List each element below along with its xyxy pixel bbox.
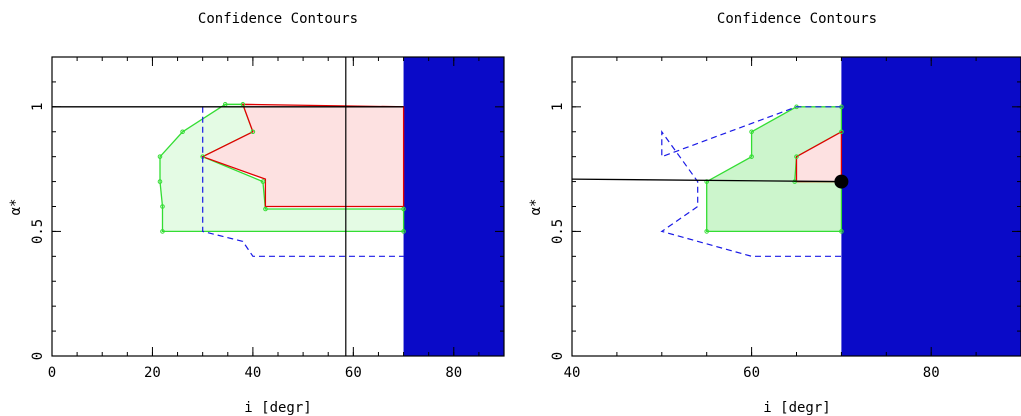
x-tick-label: 60 <box>743 365 760 381</box>
green-contour-point <box>160 229 165 234</box>
y-tick-label: 0.5 <box>550 219 566 244</box>
x-axis-label: i [degr] <box>244 400 311 416</box>
x-tick-label: 0 <box>48 365 56 381</box>
green-contour-point <box>263 206 268 212</box>
x-tick-label: 20 <box>144 365 161 381</box>
green-contour-point <box>222 102 228 107</box>
y-tick-label: 0 <box>30 352 46 360</box>
x-tick-label: 80 <box>445 365 462 381</box>
chart-title: Confidence Contours <box>717 11 877 27</box>
chart-panel-right: Confidence Contours i [degr] α* 40 60 80 0 0… <box>528 11 1021 416</box>
green-contour-point <box>240 102 246 107</box>
excluded-region <box>841 57 1021 356</box>
x-tick-label: 40 <box>564 365 581 381</box>
green-contour-point <box>704 229 710 234</box>
green-contour-point <box>160 204 165 209</box>
y-axis-label: α* <box>8 199 24 216</box>
green-contour-point <box>157 154 163 159</box>
green-confidence-region <box>706 106 843 233</box>
x-tick-label: 40 <box>244 365 261 381</box>
green-contour-point <box>157 179 163 184</box>
y-tick-label: 1 <box>30 103 46 111</box>
green-contour-point <box>839 229 844 234</box>
y-axis-label: α* <box>528 199 544 216</box>
green-contour-point <box>749 129 754 135</box>
green-contour-point <box>749 154 754 159</box>
best-fit-point <box>834 174 849 189</box>
x-tick-label: 80 <box>923 365 940 381</box>
green-contour-point <box>401 229 406 234</box>
green-contour-point <box>250 129 256 135</box>
dashed-contour <box>660 106 842 257</box>
green-contour-point <box>180 129 185 135</box>
green-contour-point <box>839 129 844 135</box>
chart-panel-left: Confidence Contours i [degr] α* 0 20 40 60 8… <box>8 11 505 416</box>
x-axis-label: i [degr] <box>763 400 830 416</box>
dashed-contour <box>202 106 404 257</box>
y-tick-label: 0 <box>550 352 566 360</box>
x-tick-label: 60 <box>345 365 362 381</box>
chart-title: Confidence Contours <box>198 11 358 27</box>
green-contour-point <box>260 179 266 184</box>
excluded-region <box>403 57 504 356</box>
green-contour-point <box>401 206 406 212</box>
green-contour-point <box>794 154 799 159</box>
y-tick-label: 1 <box>550 103 566 111</box>
y-tick-label: 0.5 <box>30 219 46 244</box>
horizontal-reference-line <box>571 178 842 183</box>
